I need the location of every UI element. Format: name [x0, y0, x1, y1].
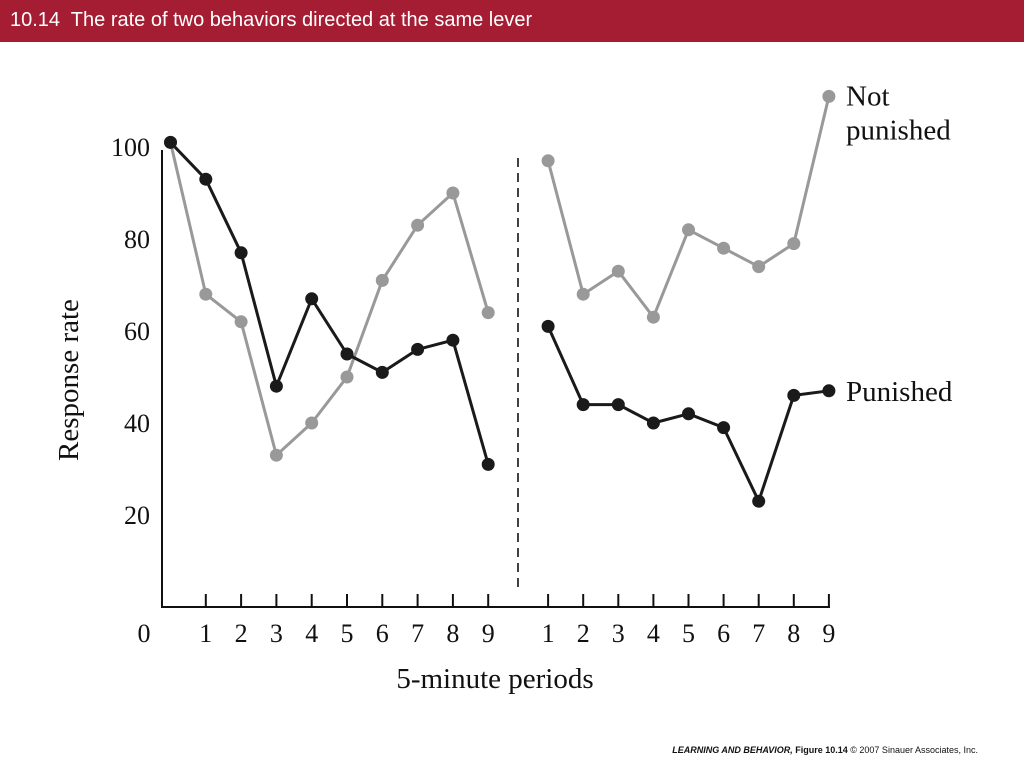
- punished-point: [682, 407, 695, 421]
- not_punished-point: [411, 218, 425, 232]
- punished-point: [234, 246, 248, 260]
- punished-point: [611, 398, 625, 412]
- punished-point: [340, 347, 354, 361]
- punished-point: [541, 319, 555, 333]
- punished-point: [375, 365, 389, 379]
- punished-point: [199, 172, 213, 186]
- not_punished-point: [269, 448, 283, 462]
- y-tick-label: 100: [111, 133, 150, 162]
- punished-point: [269, 379, 283, 393]
- punished-point: [822, 384, 836, 398]
- x-tick-label: 8: [446, 619, 459, 648]
- not_punished-point: [576, 287, 590, 301]
- x-tick-label: 6: [376, 619, 389, 648]
- chart-series-lines: [169, 96, 831, 503]
- y-tick-label: 60: [124, 317, 150, 346]
- not_punished-point: [822, 89, 836, 103]
- chart-axes: [161, 150, 830, 608]
- punished-point: [646, 416, 660, 430]
- not_punished-line-panel-1: [169, 142, 490, 457]
- slide-title-bar: 10.14 The rate of two behaviors directed…: [0, 0, 1024, 42]
- punished-point: [481, 457, 495, 471]
- x-tick-label: 3: [270, 619, 283, 648]
- not_punished-point: [340, 370, 354, 384]
- x-tick-label: 6: [717, 619, 730, 648]
- punished-point: [446, 333, 460, 347]
- punished-line-panel-1: [169, 141, 490, 465]
- punished-point: [164, 135, 177, 149]
- x-tick-label: 8: [787, 619, 800, 648]
- not_punished-point: [305, 416, 319, 430]
- not_punished-point: [611, 264, 625, 278]
- x-tick-label: 1: [542, 619, 555, 648]
- y-tick-label: 20: [124, 501, 150, 530]
- punished-point: [305, 292, 319, 306]
- not_punished-point: [446, 186, 460, 200]
- x-axis-title: 5-minute periods: [396, 663, 593, 695]
- slide-title: 10.14 The rate of two behaviors directed…: [10, 9, 533, 31]
- not_punished-point: [199, 287, 213, 301]
- not_punished-series-label: Not: [846, 80, 890, 112]
- punished-point: [717, 421, 731, 435]
- not_punished-point: [541, 154, 555, 168]
- not_punished-point: [646, 310, 660, 324]
- punished-point: [411, 342, 425, 356]
- x-tick-label: 5: [341, 619, 354, 648]
- x-tick-label: 9: [822, 619, 835, 648]
- punished-point: [576, 398, 590, 412]
- x-tick-label: 2: [577, 619, 590, 648]
- x-tick-label: 5: [682, 619, 695, 648]
- not_punished-point: [682, 223, 695, 237]
- not_punished-point: [752, 260, 766, 274]
- figure-credit: LEARNING AND BEHAVIOR, Figure 10.14 © 20…: [672, 745, 978, 755]
- x-tick-label: 7: [411, 619, 424, 648]
- not_punished-point: [234, 315, 248, 329]
- punished-series-label: Punished: [846, 376, 953, 408]
- punished-point: [752, 494, 766, 508]
- x-tick-label: 4: [647, 619, 660, 648]
- y-tick-label: 40: [124, 409, 150, 438]
- punished-point: [787, 388, 801, 402]
- not_punished-line-panel-2: [546, 96, 831, 319]
- y-axis-title: Response rate: [53, 299, 85, 461]
- not_punished-series-label: punished: [846, 114, 951, 146]
- x-origin-label: 0: [138, 619, 151, 648]
- x-tick-label: 9: [482, 619, 495, 648]
- x-tick-label: 3: [612, 619, 625, 648]
- not_punished-point: [481, 306, 495, 320]
- chart-points: [164, 89, 836, 508]
- x-tick-label: 7: [752, 619, 765, 648]
- credit-book: LEARNING AND BEHAVIOR,: [672, 745, 793, 755]
- credit-copyright: © 2007 Sinauer Associates, Inc.: [850, 745, 978, 755]
- not_punished-point: [717, 241, 731, 255]
- not_punished-point: [787, 237, 801, 251]
- credit-figure: Figure 10.14: [795, 745, 848, 755]
- x-tick-label: 2: [235, 619, 248, 648]
- x-tick-label: 4: [305, 619, 318, 648]
- not_punished-point: [375, 273, 389, 287]
- y-tick-label: 80: [124, 225, 150, 254]
- x-tick-label: 1: [199, 619, 212, 648]
